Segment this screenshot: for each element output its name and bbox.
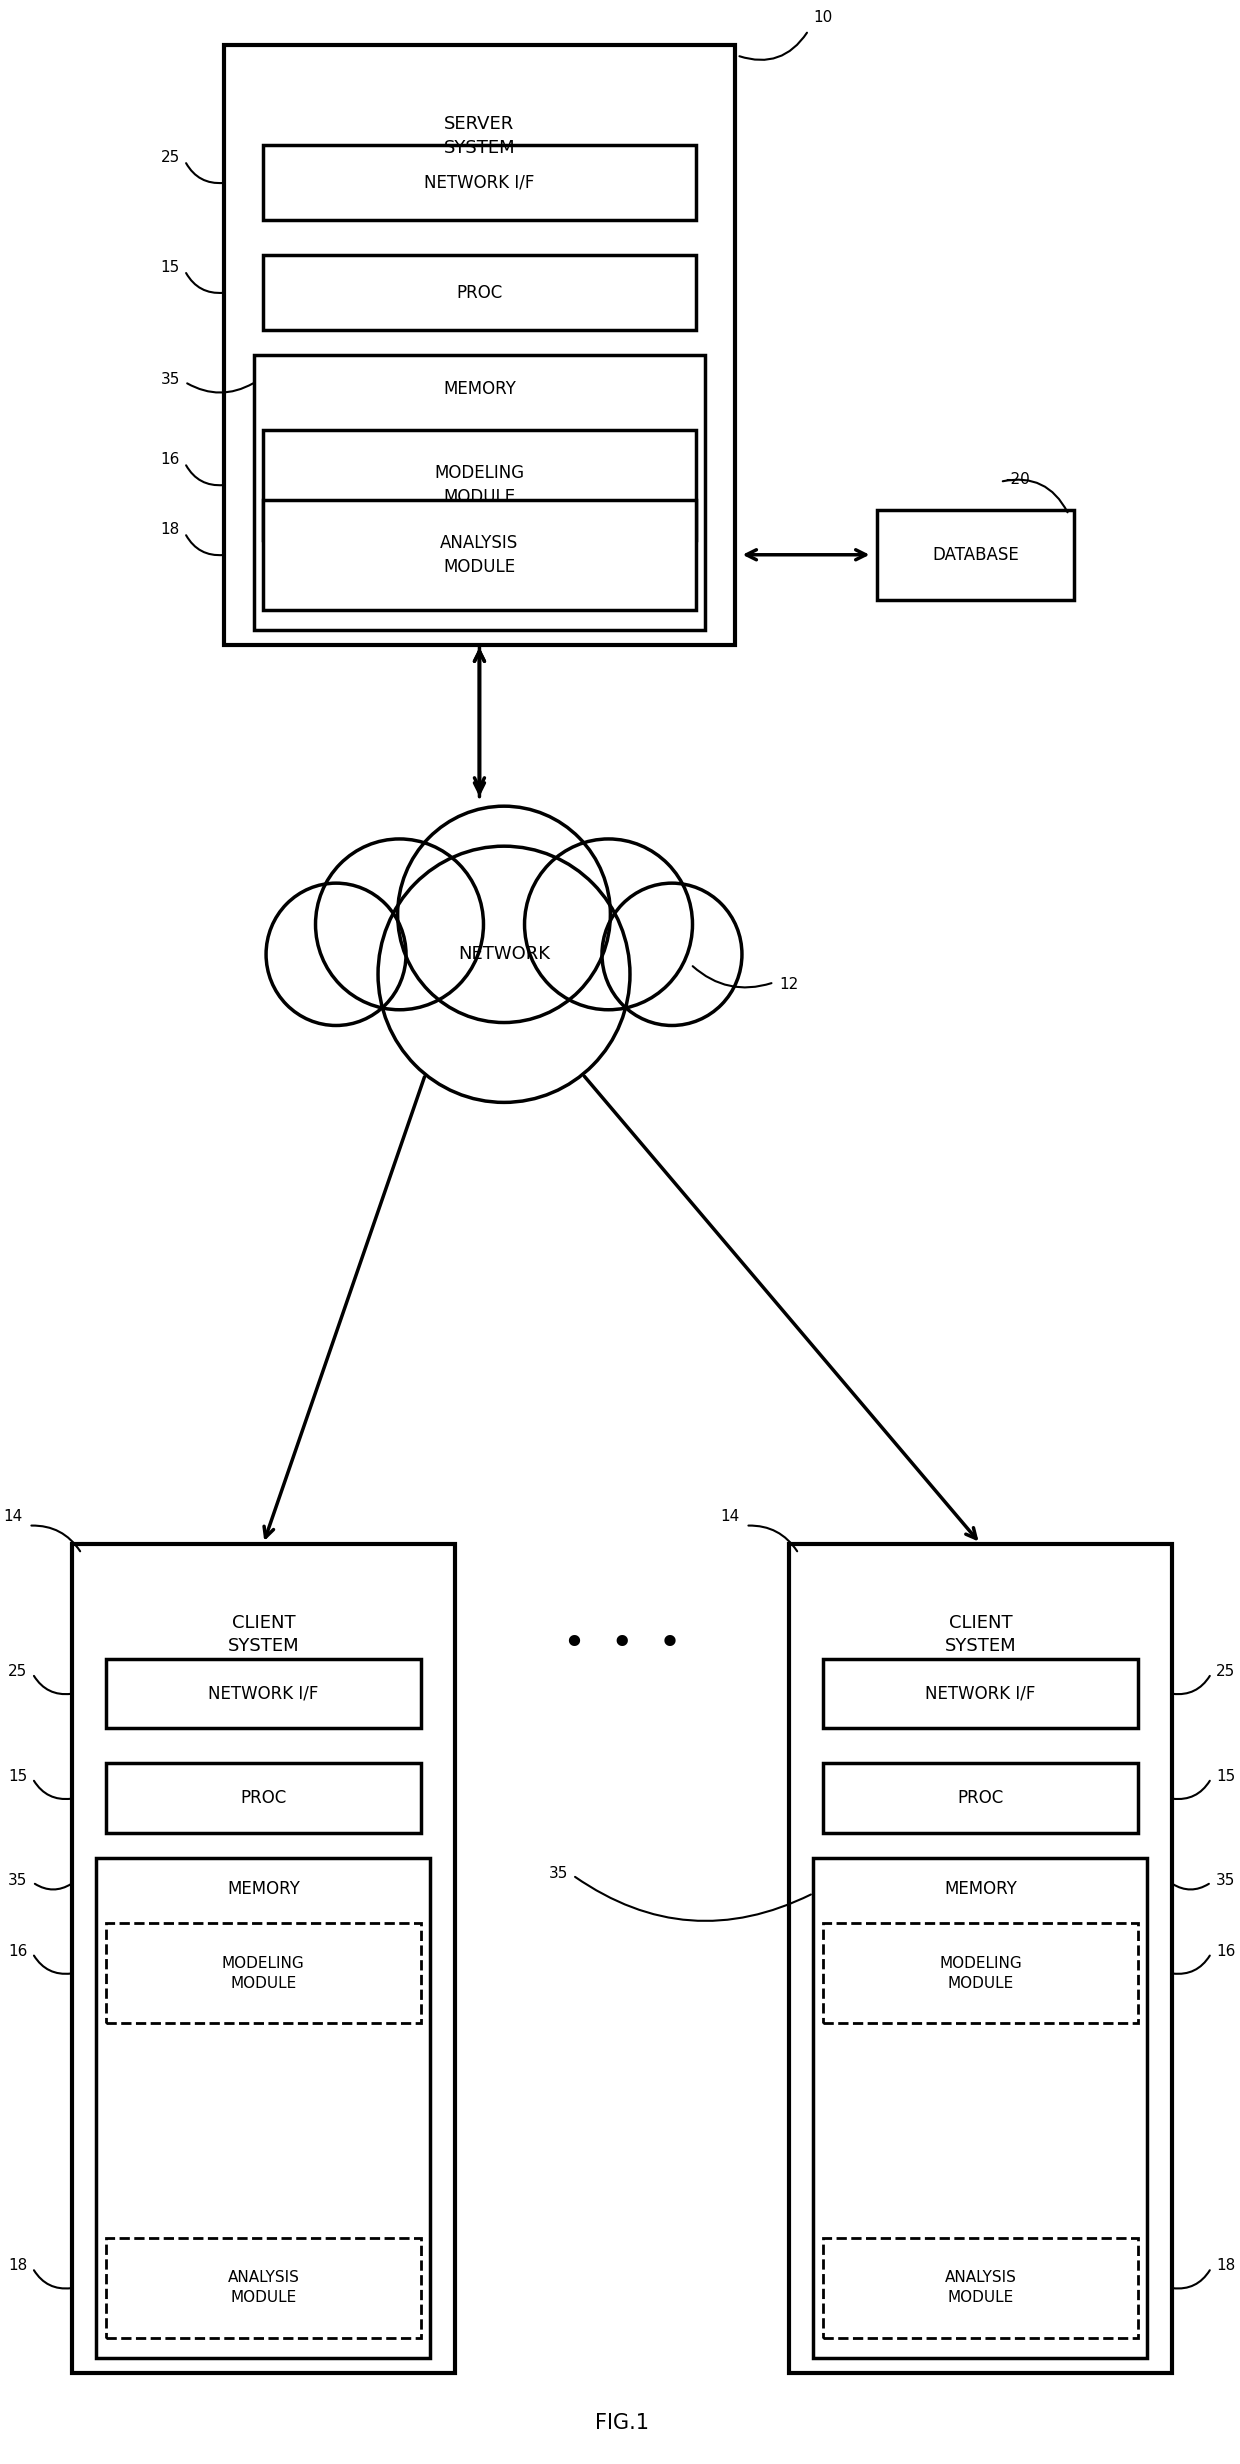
Circle shape bbox=[525, 838, 692, 1010]
Text: FIG.1: FIG.1 bbox=[595, 2412, 649, 2432]
Bar bbox=[263, 429, 696, 540]
Text: MODELING
MODULE: MODELING MODULE bbox=[222, 1956, 305, 1991]
Text: -20: -20 bbox=[1004, 473, 1029, 488]
Text: 15: 15 bbox=[9, 1769, 27, 1784]
Text: PROC: PROC bbox=[456, 283, 502, 301]
Text: NETWORK I/F: NETWORK I/F bbox=[925, 1685, 1035, 1703]
Text: 35: 35 bbox=[160, 372, 180, 387]
Text: MEMORY: MEMORY bbox=[443, 379, 516, 399]
Bar bbox=[823, 1658, 1137, 1727]
Text: 35: 35 bbox=[9, 1873, 27, 1887]
Text: 16: 16 bbox=[1216, 1944, 1235, 1959]
Circle shape bbox=[398, 806, 610, 1023]
Bar bbox=[823, 1764, 1137, 1833]
Bar bbox=[877, 510, 1074, 599]
Bar bbox=[813, 1858, 1147, 2358]
Bar bbox=[107, 2237, 420, 2338]
Text: MODELING
MODULE: MODELING MODULE bbox=[434, 463, 525, 505]
Circle shape bbox=[315, 838, 484, 1010]
Text: 18: 18 bbox=[9, 2259, 27, 2274]
Bar bbox=[107, 1658, 420, 1727]
Circle shape bbox=[601, 882, 742, 1025]
Text: 35: 35 bbox=[548, 1865, 568, 1880]
Text: 16: 16 bbox=[9, 1944, 27, 1959]
Bar bbox=[107, 1924, 420, 2023]
Text: ANALYSIS
MODULE: ANALYSIS MODULE bbox=[227, 2269, 299, 2306]
Bar bbox=[253, 355, 706, 631]
Text: ANALYSIS
MODULE: ANALYSIS MODULE bbox=[945, 2269, 1017, 2306]
Text: NETWORK I/F: NETWORK I/F bbox=[208, 1685, 319, 1703]
Text: 16: 16 bbox=[160, 453, 180, 468]
Text: MODELING
MODULE: MODELING MODULE bbox=[939, 1956, 1022, 1991]
Text: NETWORK: NETWORK bbox=[458, 946, 551, 963]
Text: •  •  •: • • • bbox=[563, 1624, 681, 1663]
Bar bbox=[263, 145, 696, 219]
Text: CLIENT
SYSTEM: CLIENT SYSTEM bbox=[945, 1614, 1017, 1656]
Text: SERVER
SYSTEM: SERVER SYSTEM bbox=[444, 116, 516, 158]
Text: CLIENT
SYSTEM: CLIENT SYSTEM bbox=[228, 1614, 299, 1656]
Text: 18: 18 bbox=[1216, 2259, 1235, 2274]
Text: MEMORY: MEMORY bbox=[227, 1880, 300, 1897]
Text: 14: 14 bbox=[4, 1508, 22, 1523]
Bar bbox=[263, 256, 696, 330]
Text: 25: 25 bbox=[9, 1663, 27, 1678]
Text: 10: 10 bbox=[813, 10, 833, 25]
Bar bbox=[107, 1764, 420, 1833]
Bar bbox=[224, 44, 735, 646]
Bar bbox=[72, 1542, 455, 2373]
Text: PROC: PROC bbox=[241, 1789, 286, 1809]
Circle shape bbox=[267, 882, 405, 1025]
Text: 25: 25 bbox=[1216, 1663, 1235, 1678]
Text: ANALYSIS
MODULE: ANALYSIS MODULE bbox=[440, 535, 518, 577]
Bar bbox=[97, 1858, 430, 2358]
Text: DATABASE: DATABASE bbox=[932, 545, 1019, 564]
Text: 18: 18 bbox=[161, 522, 180, 537]
Text: NETWORK I/F: NETWORK I/F bbox=[424, 172, 534, 192]
Text: PROC: PROC bbox=[957, 1789, 1003, 1809]
Text: 35: 35 bbox=[1216, 1873, 1235, 1887]
Bar bbox=[789, 1542, 1172, 2373]
Bar bbox=[823, 1924, 1137, 2023]
Text: 14: 14 bbox=[720, 1508, 740, 1523]
Bar bbox=[263, 500, 696, 609]
Text: 15: 15 bbox=[161, 261, 180, 276]
Text: 25: 25 bbox=[161, 150, 180, 165]
Bar bbox=[823, 2237, 1137, 2338]
Text: 15: 15 bbox=[1216, 1769, 1235, 1784]
Text: MEMORY: MEMORY bbox=[944, 1880, 1017, 1897]
Text: 12: 12 bbox=[779, 976, 799, 993]
Circle shape bbox=[378, 845, 630, 1101]
